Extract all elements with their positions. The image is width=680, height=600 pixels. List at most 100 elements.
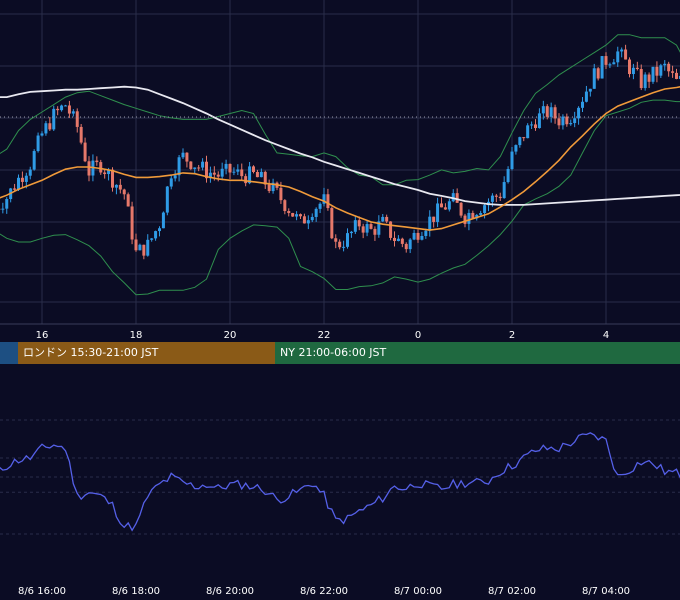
candle [138,243,142,251]
candle [173,170,177,182]
candle-body [224,163,228,169]
candle-body [185,152,189,162]
candle [443,203,447,210]
candle-body [240,169,244,177]
candle-body [565,116,569,125]
candle-body [549,107,553,117]
candle [36,132,40,153]
candle-body [514,145,518,152]
candle [553,104,557,124]
candle [396,235,400,242]
candle [197,164,201,172]
candle-body [369,224,373,229]
candle [361,223,365,239]
time-axis-band [0,324,680,342]
candle-body [628,59,631,75]
candle-body [479,213,483,215]
candle [678,69,680,80]
candle-body [494,195,498,197]
candle-body [111,169,114,188]
candle [353,216,357,235]
candle-body [608,64,612,66]
candle-body [483,205,487,214]
candle [291,212,295,217]
candle-body [310,216,314,221]
candle-body [561,116,565,126]
candle-body [326,194,330,209]
candle [530,121,534,129]
candle [659,63,663,78]
candle [83,137,87,163]
candle-body [443,207,447,210]
candle [675,68,678,80]
candle [263,170,267,189]
oscillator-series-line [0,432,680,532]
candle-body [428,216,432,231]
candle [9,187,13,203]
candle-body [197,167,201,169]
candle-body [228,163,232,173]
candle-body [193,167,197,169]
candle-body [663,63,667,66]
candle-body [408,239,412,250]
candle [240,163,244,181]
candle-body [107,169,111,175]
oscillator-tick-label: 8/6 22:00 [300,586,348,597]
candle-body [530,124,534,126]
candle [103,169,107,179]
candle-body [577,107,581,119]
candle-body [330,208,334,239]
candlestick-chart[interactable]: 16 18 20 22 0 2 4 [0,0,680,342]
candle [114,184,118,195]
candles [0,44,680,260]
candle-body [79,126,83,143]
candle [306,215,310,230]
candle-body [138,244,142,251]
time-tick-label: 2 [509,330,515,341]
candle [169,175,173,190]
candle-body [95,160,99,163]
candle [228,163,232,179]
candle [369,221,373,230]
candle [514,144,518,155]
candle-body [295,214,299,217]
candle [537,108,541,129]
candle-body [475,214,479,219]
candle [424,228,428,239]
candle [193,167,197,173]
candle-body [64,105,67,107]
candle [79,123,83,145]
candle-body [600,56,604,79]
candle-body [48,123,52,130]
candle [130,201,134,245]
candle-body [56,108,60,111]
candle [526,123,530,139]
candle-body [400,238,404,244]
oscillator-tick-label: 8/7 00:00 [394,586,442,597]
candle-body [334,238,338,242]
candle-body [592,68,596,89]
candle [385,214,389,224]
candle-body [255,171,259,178]
oscillator-grid [0,419,680,535]
candle [663,60,667,71]
oscillator-chart[interactable]: 8/6 16:00 8/6 18:00 8/6 20:00 8/6 22:00 8/7 … [0,364,680,600]
candle [651,66,655,84]
candle-body [287,211,291,214]
candle [616,46,620,67]
candle [667,61,671,77]
candle-body [459,202,463,216]
candle-body [588,88,592,92]
candle [20,171,24,189]
candle [185,152,189,168]
candle-body [424,230,428,236]
candle [596,67,600,81]
candle [557,113,561,130]
candle-body [569,123,573,125]
candle [244,173,248,187]
candle-body [220,168,224,177]
candle-body [103,172,107,175]
candle [326,188,330,211]
candle [122,188,126,200]
candle [318,202,322,214]
